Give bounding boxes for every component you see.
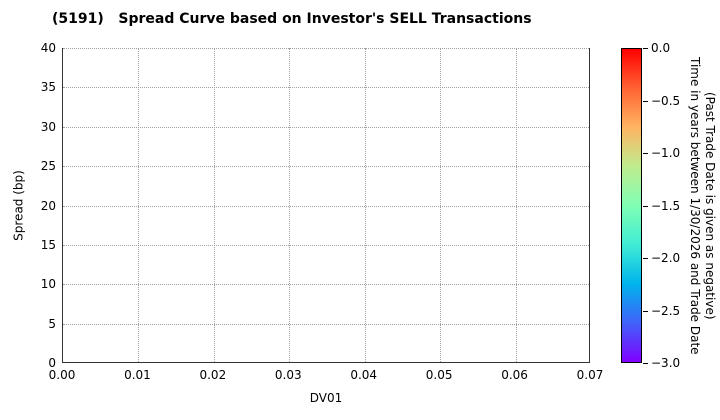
h-gridline (63, 284, 589, 286)
h-gridline (63, 205, 589, 207)
colorbar-tick-label: −1.0 (651, 146, 681, 160)
x-tick-label: 0.02 (199, 368, 227, 382)
chart-title: (5191) Spread Curve based on Investor's … (52, 11, 532, 27)
y-tick-label: 25 (40, 159, 56, 174)
y-tick-label: 15 (40, 237, 56, 252)
colorbar-tick-label: −2.0 (651, 251, 681, 265)
y-tick-label: 5 (48, 316, 56, 331)
h-gridline (63, 166, 589, 168)
colorbar-tick-mark (643, 48, 648, 49)
colorbar-tick-label: −0.5 (651, 93, 681, 108)
colorbar (621, 48, 642, 363)
y-tick-label: 40 (40, 41, 56, 55)
x-tick-label: 0.00 (48, 368, 76, 382)
x-axis-label: DV01 (309, 391, 343, 405)
v-gridline (440, 48, 442, 362)
colorbar-tick-mark (643, 363, 648, 364)
colorbar-tick-mark (643, 310, 648, 312)
v-gridline (289, 48, 291, 362)
y-tick-label: 35 (40, 80, 56, 95)
colorbar-label-line1: Time in years between 1/30/2026 and Trad… (688, 56, 702, 355)
x-tick-label: 0.06 (501, 368, 528, 382)
x-tick-label: 0.05 (425, 368, 453, 382)
colorbar-tick-label: −1.5 (651, 198, 681, 213)
y-tick-label: 10 (40, 277, 56, 292)
colorbar-tick-mark (643, 258, 648, 259)
v-gridline (364, 48, 366, 362)
colorbar-label-line2: (Past Trade Date is given as negative) (703, 91, 717, 320)
h-gridline (63, 87, 589, 89)
colorbar-label: Time in years between 1/30/2026 and Trad… (687, 48, 719, 363)
colorbar-tick-label: 0.0 (651, 41, 671, 55)
colorbar-tick-mark (643, 205, 648, 207)
y-tick-label: 30 (40, 119, 56, 134)
x-tick-label: 0.04 (350, 368, 378, 382)
v-gridline (138, 48, 140, 362)
y-tick-label: 0 (48, 356, 56, 370)
plot-area (62, 48, 590, 363)
v-gridline (515, 48, 517, 362)
x-tick-label: 0.07 (576, 368, 604, 382)
colorbar-tick-label: −3.0 (651, 356, 681, 370)
y-tick-label: 20 (40, 198, 56, 213)
h-gridline (63, 48, 589, 49)
h-gridline (63, 126, 589, 128)
colorbar-tick-label: −2.5 (651, 303, 681, 318)
x-tick-label: 0.03 (274, 368, 302, 382)
colorbar-tick-mark (643, 100, 648, 102)
colorbar-tick-mark (643, 153, 648, 154)
v-gridline (213, 48, 215, 362)
h-gridline (63, 323, 589, 325)
x-tick-label: 0.01 (124, 368, 151, 382)
h-gridline (63, 244, 589, 246)
